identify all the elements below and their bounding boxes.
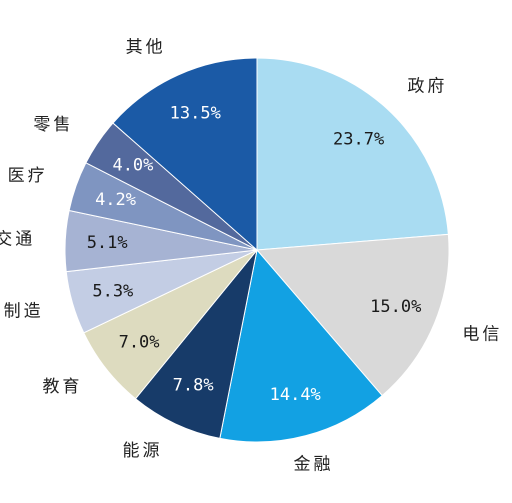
pie-slice-1	[256, 57, 449, 251]
slice-category-label: 教育	[42, 377, 82, 397]
slice-category-label: 政府	[407, 77, 447, 97]
pie-slice-4	[134, 249, 258, 439]
slice-category-label: 零售	[33, 115, 73, 135]
slice-value-label: 4.0%	[112, 156, 153, 176]
pie-slice-3	[219, 248, 383, 443]
slice-value-label: 15.0%	[370, 297, 421, 317]
slice-category-label: 金融	[294, 455, 334, 475]
slice-value-label: 23.7%	[333, 130, 384, 150]
slice-category-label: 医疗	[8, 166, 48, 186]
slice-value-label: 4.2%	[95, 190, 136, 210]
pie-slice-10	[112, 57, 258, 252]
pie-slice-2	[255, 233, 450, 397]
slice-category-label: 交通	[0, 230, 35, 250]
slice-value-label: 5.1%	[87, 233, 128, 253]
slice-value-label: 5.3%	[92, 281, 133, 301]
slice-category-label: 能源	[122, 441, 162, 461]
slice-value-label: 7.0%	[119, 333, 160, 353]
slice-value-label: 13.5%	[170, 103, 221, 123]
slice-category-label: 制造	[4, 301, 44, 321]
slice-value-label: 7.8%	[173, 376, 214, 396]
slice-category-label: 电信	[462, 324, 502, 344]
slice-category-label: 其他	[126, 38, 166, 58]
slice-value-label: 14.4%	[270, 385, 321, 405]
